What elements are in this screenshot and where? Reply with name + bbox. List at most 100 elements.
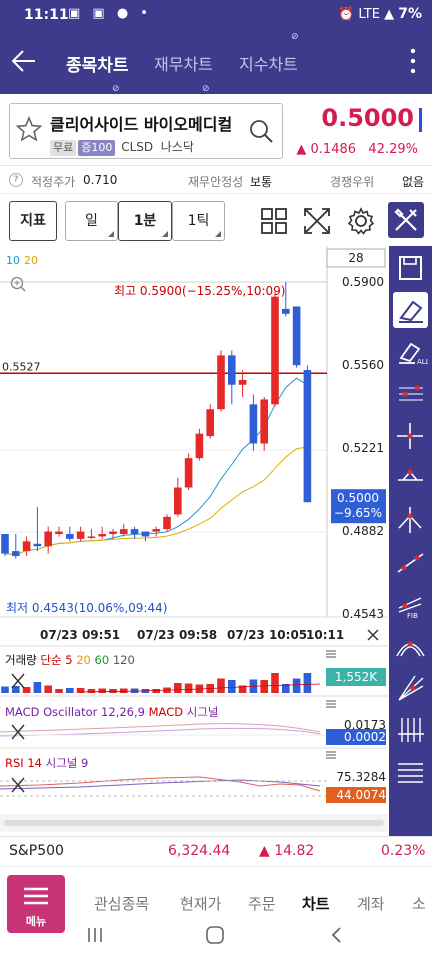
index-value: 6,324.44 <box>168 843 230 859</box>
nav-current-price[interactable]: 현재가 <box>180 893 221 914</box>
x-axis-label: 10:11 <box>306 628 344 642</box>
eraser-all-icon: ALL <box>393 334 428 370</box>
eraser-all-tool[interactable]: ALL <box>393 334 428 370</box>
volume-bar <box>152 689 160 693</box>
volume-bar <box>304 673 312 693</box>
candle <box>206 409 214 436</box>
volume-menu-icon[interactable] <box>326 651 336 657</box>
dropdown-corner-icon <box>108 231 114 237</box>
stock-name: 클리어사이드 바이오메디컬 <box>50 111 232 135</box>
recent-apps-icon[interactable] <box>86 926 104 944</box>
rsi-label-2: 시그널 9 <box>46 756 89 770</box>
back-arrow-icon[interactable] <box>10 46 38 76</box>
tab-stock-chart[interactable]: 종목차트 <box>66 51 129 76</box>
candle <box>293 306 301 365</box>
fibonacci-arc-tool[interactable]: FIB <box>393 586 428 622</box>
period-day-button[interactable]: 일 <box>65 201 118 241</box>
volume-period-60: 60 <box>95 653 110 667</box>
menu-button[interactable]: 메뉴 <box>7 875 65 933</box>
fan-tool[interactable] <box>393 670 428 706</box>
volume-bar <box>174 683 182 693</box>
fibonacci-tool[interactable] <box>393 376 428 412</box>
x-axis-close-icon[interactable] <box>368 630 378 640</box>
svg-text:ALL: ALL <box>417 358 428 366</box>
candles <box>1 282 311 558</box>
settings-gear-icon[interactable] <box>344 204 378 238</box>
price-chart[interactable]: 10 20 28 0.59000.55600.52210.48820.4543 … <box>0 246 388 836</box>
eraser-icon <box>393 292 428 328</box>
save-button[interactable] <box>393 250 428 286</box>
tab-financial-chart[interactable]: 재무차트 <box>154 51 213 75</box>
candle <box>142 532 150 537</box>
tick-label: 1틱 <box>188 213 210 229</box>
vertical-lines-tool[interactable] <box>393 712 428 748</box>
volume-bar <box>44 686 52 694</box>
crosshair-tool[interactable] <box>393 418 428 454</box>
layout-grid-icon[interactable] <box>257 204 291 238</box>
stock-selector[interactable]: 클리어사이드 바이오메디컬 무료 증100 CLSD 나스닥 <box>9 103 283 159</box>
scroll-track[interactable] <box>0 814 388 832</box>
candle <box>34 544 42 546</box>
eraser-tool[interactable] <box>393 292 428 328</box>
drawing-tools-button[interactable] <box>388 202 424 238</box>
favorite-star-icon[interactable] <box>16 116 42 142</box>
fair-price-label: 적정주가 <box>31 173 75 190</box>
home-icon[interactable] <box>205 926 225 944</box>
visible-count: 28 <box>348 251 363 265</box>
fibonacci-arc-icon: FIB <box>393 586 428 622</box>
index-ticker[interactable]: S&P500 6,324.44 ▲ 14.82 0.23% <box>0 837 432 867</box>
volume-type: 단순 <box>40 653 61 667</box>
volume-bar <box>34 682 42 693</box>
macd-label-2: MACD <box>149 705 184 719</box>
nav-more[interactable]: 소 <box>412 893 426 914</box>
badge-icon: ⊘ <box>291 32 299 42</box>
network-label: LTE <box>358 7 380 22</box>
fullscreen-icon[interactable] <box>300 204 334 238</box>
competitive-advantage-value: 없음 <box>402 173 424 190</box>
arc-tool[interactable] <box>393 628 428 664</box>
trendline-tool[interactable] <box>393 544 428 580</box>
search-icon[interactable] <box>248 118 274 144</box>
tab-index-chart[interactable]: 지수차트 <box>239 51 298 75</box>
system-back-icon[interactable] <box>328 926 346 944</box>
low-marker-label: 최저 0.4543(10.06%,09:44) <box>6 601 167 615</box>
volume-bar <box>120 689 128 694</box>
interval-label: 1분 <box>134 213 157 229</box>
nav-account[interactable]: 계좌 <box>357 893 385 914</box>
volume-period-20: 20 <box>76 653 91 667</box>
macd-label: MACD Oscillator 12,26,9 MACD 시그널 <box>5 705 219 719</box>
high-marker-label: 최고 0.5900(−15.25%,10:09) <box>114 284 285 298</box>
macd-menu-icon[interactable] <box>326 701 336 707</box>
angle-tool[interactable] <box>393 460 428 496</box>
rsi-label-text: RSI 14 <box>5 756 42 770</box>
zoom-icon[interactable] <box>12 278 26 292</box>
fair-price-value: 0.710 <box>83 173 117 187</box>
status-right: ⏰ LTE ▲ 7% <box>338 6 422 22</box>
index-percent: 0.23% <box>381 843 425 859</box>
candle <box>239 380 247 385</box>
more-menu-icon[interactable] <box>408 46 418 76</box>
nav-order[interactable]: 주문 <box>248 893 276 914</box>
tick-button[interactable]: 1틱 <box>172 201 225 241</box>
indicator-button[interactable]: 지표 <box>9 201 57 241</box>
volume-period-120: 120 <box>113 653 135 667</box>
interval-1min-button[interactable]: 1분 <box>118 201 172 241</box>
volume-period-5: 5 <box>65 653 72 667</box>
volume-close-icon[interactable] <box>12 674 24 688</box>
y-axis-tick-label: 0.4543 <box>342 607 384 621</box>
vertical-line-tool[interactable] <box>393 502 428 538</box>
volume-bar <box>217 679 225 694</box>
status-time: 11:11 <box>24 7 69 23</box>
help-icon[interactable]: ? <box>9 173 23 187</box>
volume-bar <box>88 689 96 693</box>
candle <box>23 541 31 551</box>
badge-icon: ⊘ <box>112 84 120 94</box>
chart-toolbar: 지표 일 1분 1틱 <box>0 196 432 246</box>
alarm-icon: ⏰ <box>338 7 354 22</box>
rsi-menu-icon[interactable] <box>326 752 336 758</box>
trendline-icon <box>393 544 428 580</box>
nav-chart[interactable]: 차트 <box>302 893 330 914</box>
candle <box>55 532 63 534</box>
horizontal-lines-tool[interactable] <box>393 754 428 790</box>
nav-watchlist[interactable]: 관심종목 <box>94 893 149 914</box>
